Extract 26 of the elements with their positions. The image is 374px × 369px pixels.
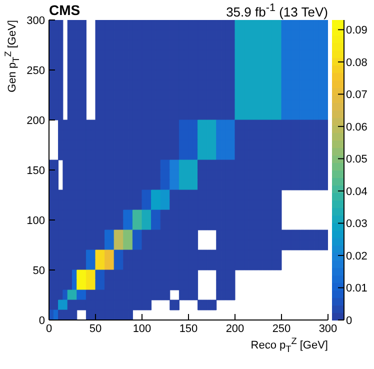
x-tick-label: 300 (318, 322, 338, 335)
color-bar-label: 0.04 (346, 186, 368, 198)
x-tick-label: 250 (272, 322, 291, 335)
x-tick-label: 50 (89, 322, 102, 335)
color-bar-label: 0.05 (346, 154, 368, 166)
y-tick-label: 50 (32, 264, 45, 277)
y-tick-label: 150 (26, 164, 45, 177)
color-bar-label: 0 (346, 315, 352, 327)
y-tick-label: 100 (26, 214, 45, 227)
chart-title: CMS (49, 2, 80, 18)
color-bar-label: 0.06 (346, 121, 368, 134)
y-tick-label: 250 (26, 64, 45, 77)
y-tick-label: 300 (26, 14, 45, 27)
y-tick-label: 0 (38, 314, 45, 327)
color-bar-label: 0.09 (346, 24, 368, 37)
color-bar-label: 0.03 (346, 218, 368, 230)
x-axis-title: Reco p$_{T}$$^{Z}$ [GeV] (250, 336, 328, 354)
x-tick-label: 100 (132, 322, 152, 335)
color-bar-label: 0.02 (346, 250, 368, 262)
x-tick-label: 200 (226, 322, 244, 335)
color-bar-label: 0.01 (346, 282, 368, 295)
y-tick-label: 200 (26, 114, 45, 127)
chart-subtitle: 35.9 fb$^{-1}$ (13 TeV) (226, 2, 328, 20)
x-tick-label: 150 (179, 322, 198, 335)
color-bar-label: 0.08 (346, 56, 368, 69)
color-bar-label: 0.07 (346, 89, 368, 102)
